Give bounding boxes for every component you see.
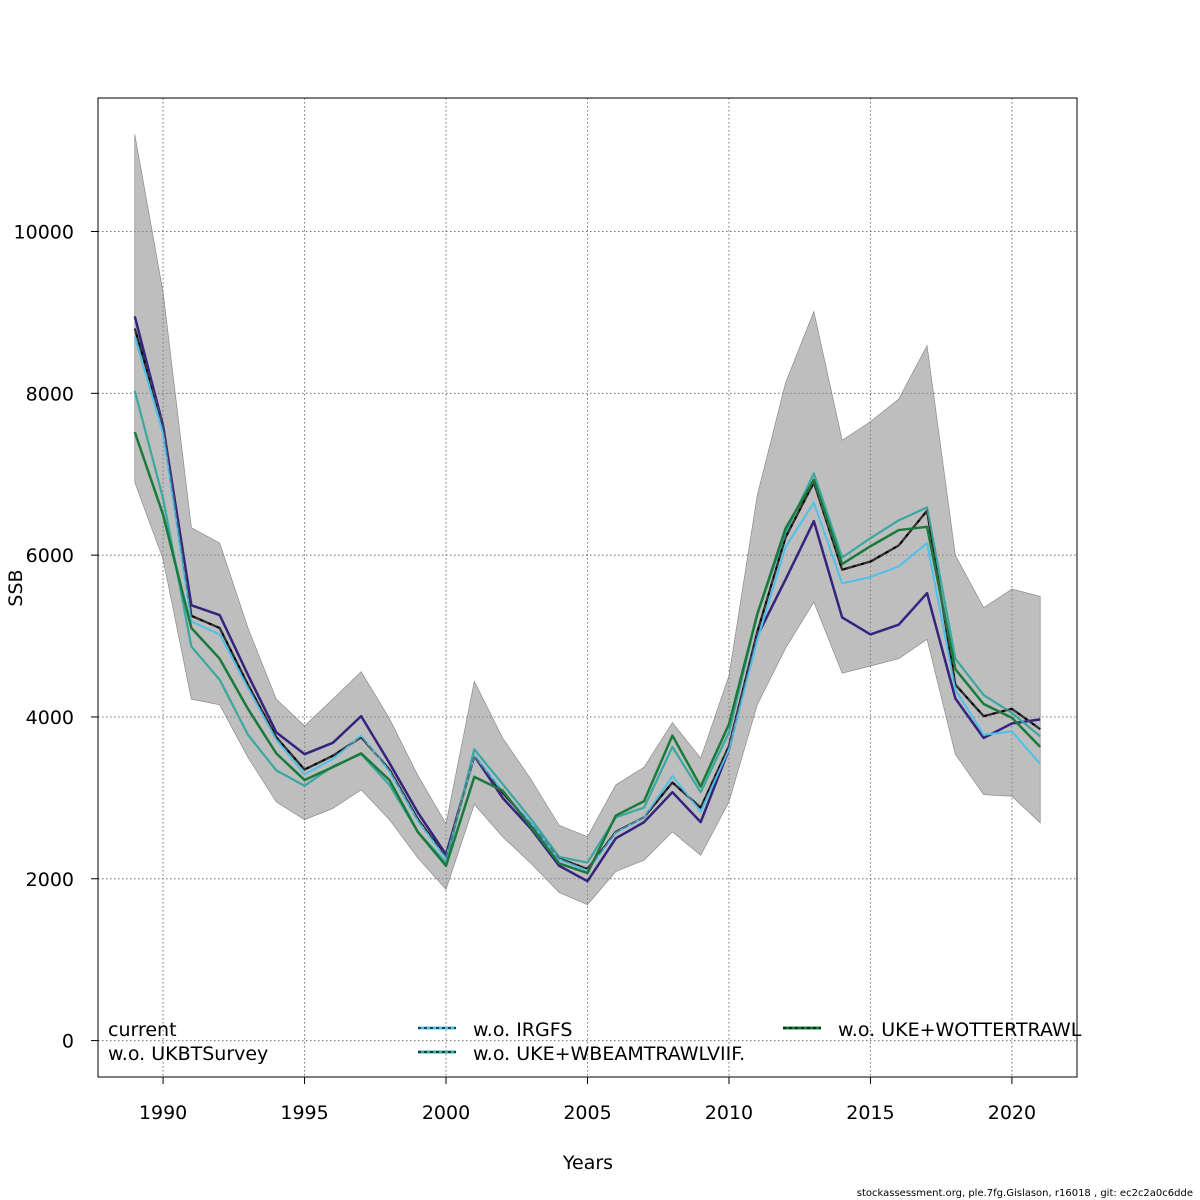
- x-tick-label: 2015: [846, 1102, 894, 1124]
- y-axis: 0 2000 4000 6000 8000 10000: [14, 222, 98, 1053]
- x-tick-label: 2010: [705, 1102, 753, 1124]
- legend-item-current: current: [108, 1019, 177, 1041]
- series-line-w-o-uke-wbeamtrawlviif-: [133, 390, 1041, 864]
- y-tick-label: 0: [62, 1031, 74, 1053]
- confidence-band: [134, 134, 1041, 906]
- legend-item-w-o-uke-wottertrawl: w.o. UKE+WOTTERTRAWL: [783, 1019, 1082, 1041]
- y-axis-title: SSB: [5, 569, 27, 606]
- x-tick-label: 2005: [563, 1102, 611, 1124]
- legend-item-w-o-uke-wbeamtrawlviif-: w.o. UKE+WBEAMTRAWLVIIF.: [418, 1043, 745, 1065]
- legend-item-w-o-ukbtsurvey: w.o. UKBTSurvey: [108, 1043, 268, 1065]
- x-tick-label: 2000: [422, 1102, 470, 1124]
- series-line-current-dashes: [133, 328, 1041, 871]
- x-tick-label: 2020: [988, 1102, 1036, 1124]
- footer-credit: stockassessment.org, ple.7fg.Gislason, r…: [857, 1188, 1193, 1199]
- confidence-band-group: [134, 134, 1041, 906]
- grid-lines-overlay: [98, 98, 1077, 1077]
- x-axis-title: Years: [562, 1152, 613, 1174]
- series-line-w-o-uke-wottertrawl: [133, 431, 1042, 875]
- legend-label: w.o. UKE+WBEAMTRAWLVIIF.: [473, 1043, 745, 1065]
- legend-label: w.o. IRGFS: [473, 1019, 572, 1041]
- x-axis: 1990 1995 2000 2005 2010 2015 2020: [139, 1076, 1036, 1124]
- series-line-w-o-ukbtsurvey: [133, 316, 1041, 883]
- legend-item-w-o-irgfs: w.o. IRGFS: [418, 1019, 572, 1041]
- x-tick-label: 1995: [280, 1102, 328, 1124]
- legend-label: w.o. UKE+WOTTERTRAWL: [838, 1019, 1082, 1041]
- legend-label: w.o. UKBTSurvey: [108, 1043, 268, 1065]
- legend-label: current: [108, 1019, 177, 1041]
- y-tick-label: 4000: [26, 707, 74, 729]
- y-tick-label: 8000: [26, 383, 74, 405]
- y-tick-label: 10000: [14, 222, 74, 244]
- y-tick-label: 2000: [26, 869, 74, 891]
- y-tick-label: 6000: [26, 545, 74, 567]
- series-lines: [133, 316, 1042, 883]
- x-tick-label: 1990: [139, 1102, 187, 1124]
